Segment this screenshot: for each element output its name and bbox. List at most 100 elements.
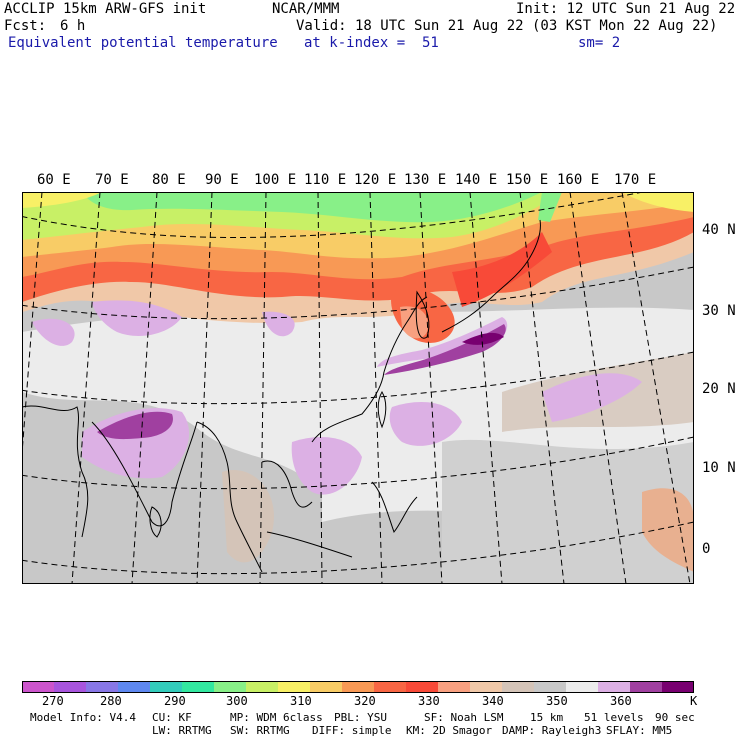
colorbar-swatch <box>246 681 279 693</box>
lat-label: 40 N <box>702 222 736 238</box>
lon-label: 170 E <box>614 172 657 188</box>
colorbar-swatch <box>118 681 151 693</box>
footer-sf: SF: Noah LSM <box>424 711 504 724</box>
lat-label: 10 N <box>702 460 736 476</box>
colorbar-swatch <box>86 681 119 693</box>
colorbar-swatch <box>342 681 375 693</box>
field-blob-salmon <box>400 306 428 339</box>
coast-india <box>91 421 198 527</box>
coast-taiwan <box>377 391 387 429</box>
colorbar-swatch <box>534 681 567 693</box>
coastlines <box>22 219 541 573</box>
colorbar-swatch <box>502 681 535 693</box>
field-patch-lilac <box>542 373 642 422</box>
footer-mp: MP: WDM 6class <box>230 711 323 724</box>
coast-indochina <box>261 460 313 508</box>
coast-japan <box>441 219 541 333</box>
lon-label: 100 E <box>254 172 297 188</box>
colorbar-label: 360 <box>610 694 632 708</box>
colorbar-label: 330 <box>418 694 440 708</box>
footer-lw: LW: RRTMG <box>152 724 212 737</box>
field-band-green <box>82 192 542 223</box>
colorbar-label: 280 <box>100 694 122 708</box>
colorbar <box>22 681 694 693</box>
lon-label: 150 E <box>506 172 549 188</box>
field-patch-lilac <box>291 437 362 495</box>
smoothing-label: sm= 2 <box>578 35 621 51</box>
theta-e-map <box>22 192 694 584</box>
colorbar-swatch <box>278 681 311 693</box>
graticule-lon <box>469 192 503 584</box>
lon-label: 60 E <box>37 172 71 188</box>
field-patch-purple <box>97 411 173 440</box>
field-patch-lilac <box>377 317 508 367</box>
graticule-lon <box>569 192 627 584</box>
colorbar-swatch <box>214 681 247 693</box>
graticule-lon <box>369 192 383 584</box>
colorbar-swatch <box>662 681 694 693</box>
coast-south-china <box>311 371 385 443</box>
field-band-grey <box>442 439 694 584</box>
coast-borneo <box>266 531 353 558</box>
colorbar-swatch <box>310 681 343 693</box>
field-band-yellow <box>622 192 694 212</box>
footer-damp: DAMP: Rayleigh3 <box>502 724 602 737</box>
colorbar-swatch <box>630 681 663 693</box>
colorbar-swatch <box>22 681 55 693</box>
colorbar-swatch <box>566 681 599 693</box>
graticule-lon <box>519 192 565 584</box>
colorbar-label: 320 <box>354 694 376 708</box>
field-patch-salmon <box>642 488 694 572</box>
org-label: NCAR/MMM <box>272 1 340 17</box>
coast-philippines <box>371 481 418 534</box>
forecast-hour: 6 h <box>60 18 86 34</box>
model-title: ACCLIP 15km ARW-GFS init <box>4 1 207 17</box>
lat-label: 20 N <box>702 381 736 397</box>
coast-korea <box>415 290 430 339</box>
field-blob-red <box>452 232 552 307</box>
field-patch-lilac <box>92 300 182 337</box>
colorbar-swatch <box>470 681 503 693</box>
footer-pbl: PBL: YSU <box>334 711 387 724</box>
coast-sri-lanka <box>149 506 162 538</box>
graticule <box>22 192 694 584</box>
footer-km: KM: 2D Smagor <box>406 724 493 737</box>
graticule-lat <box>22 192 646 238</box>
colorbar-label: 310 <box>290 694 312 708</box>
graticule-lat <box>22 351 694 405</box>
colorbar-label: 300 <box>226 694 248 708</box>
field-band-green <box>538 192 562 222</box>
colorbar-swatch <box>374 681 407 693</box>
map-frame <box>22 192 694 584</box>
coast-myanmar-malay <box>196 421 263 573</box>
colorbar-swatch <box>150 681 183 693</box>
field-patch-purple <box>384 324 506 375</box>
graticule-lon <box>419 192 443 584</box>
footer-sflay: SFLAY: MM5 <box>606 724 673 737</box>
colorbar-swatch <box>406 681 439 693</box>
footer-levels: 51 levels <box>584 711 644 724</box>
footer-diff: DIFF: simple <box>312 724 392 737</box>
graticule-lon <box>71 192 101 584</box>
level-index: at k-index = 51 <box>304 35 439 51</box>
lat-label: 30 N <box>702 303 736 319</box>
colorbar-frame <box>22 681 694 693</box>
lon-label: 140 E <box>455 172 498 188</box>
colorbar-swatch <box>54 681 87 693</box>
coast-east-china <box>383 296 428 373</box>
coast-arabia-india <box>22 405 89 538</box>
footer-cu: CU: KF <box>152 711 192 724</box>
field-name: Equivalent potential temperature <box>8 35 278 51</box>
footer-model-info: Model Info: V4.4 <box>30 711 136 724</box>
graticule-lon <box>22 192 43 460</box>
lon-label: 110 E <box>304 172 347 188</box>
colorbar-unit: K <box>690 694 698 708</box>
colorbar-label: 290 <box>164 694 186 708</box>
lon-label: 130 E <box>404 172 447 188</box>
colorbar-swatch <box>598 681 631 693</box>
forecast-label: Fcst: <box>4 18 47 34</box>
colorbar-swatch <box>438 681 471 693</box>
graticule-lon <box>131 192 158 584</box>
lat-label: 0 <box>702 541 711 557</box>
lon-label: 160 E <box>557 172 600 188</box>
